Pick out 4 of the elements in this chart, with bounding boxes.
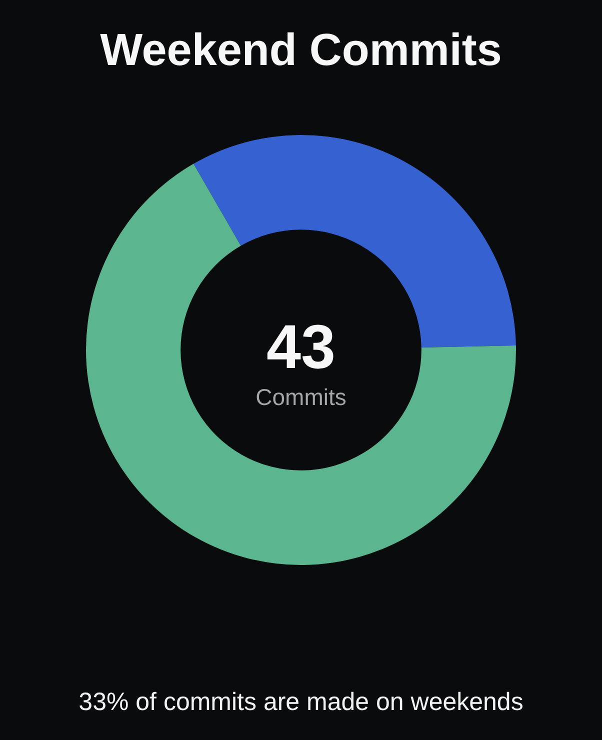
text: 33% of commits are made on weekends: [78, 688, 524, 716]
text: Commits: [256, 384, 346, 410]
chart-title: Weekend Commits: [100, 24, 502, 75]
text: 43: [266, 313, 336, 382]
